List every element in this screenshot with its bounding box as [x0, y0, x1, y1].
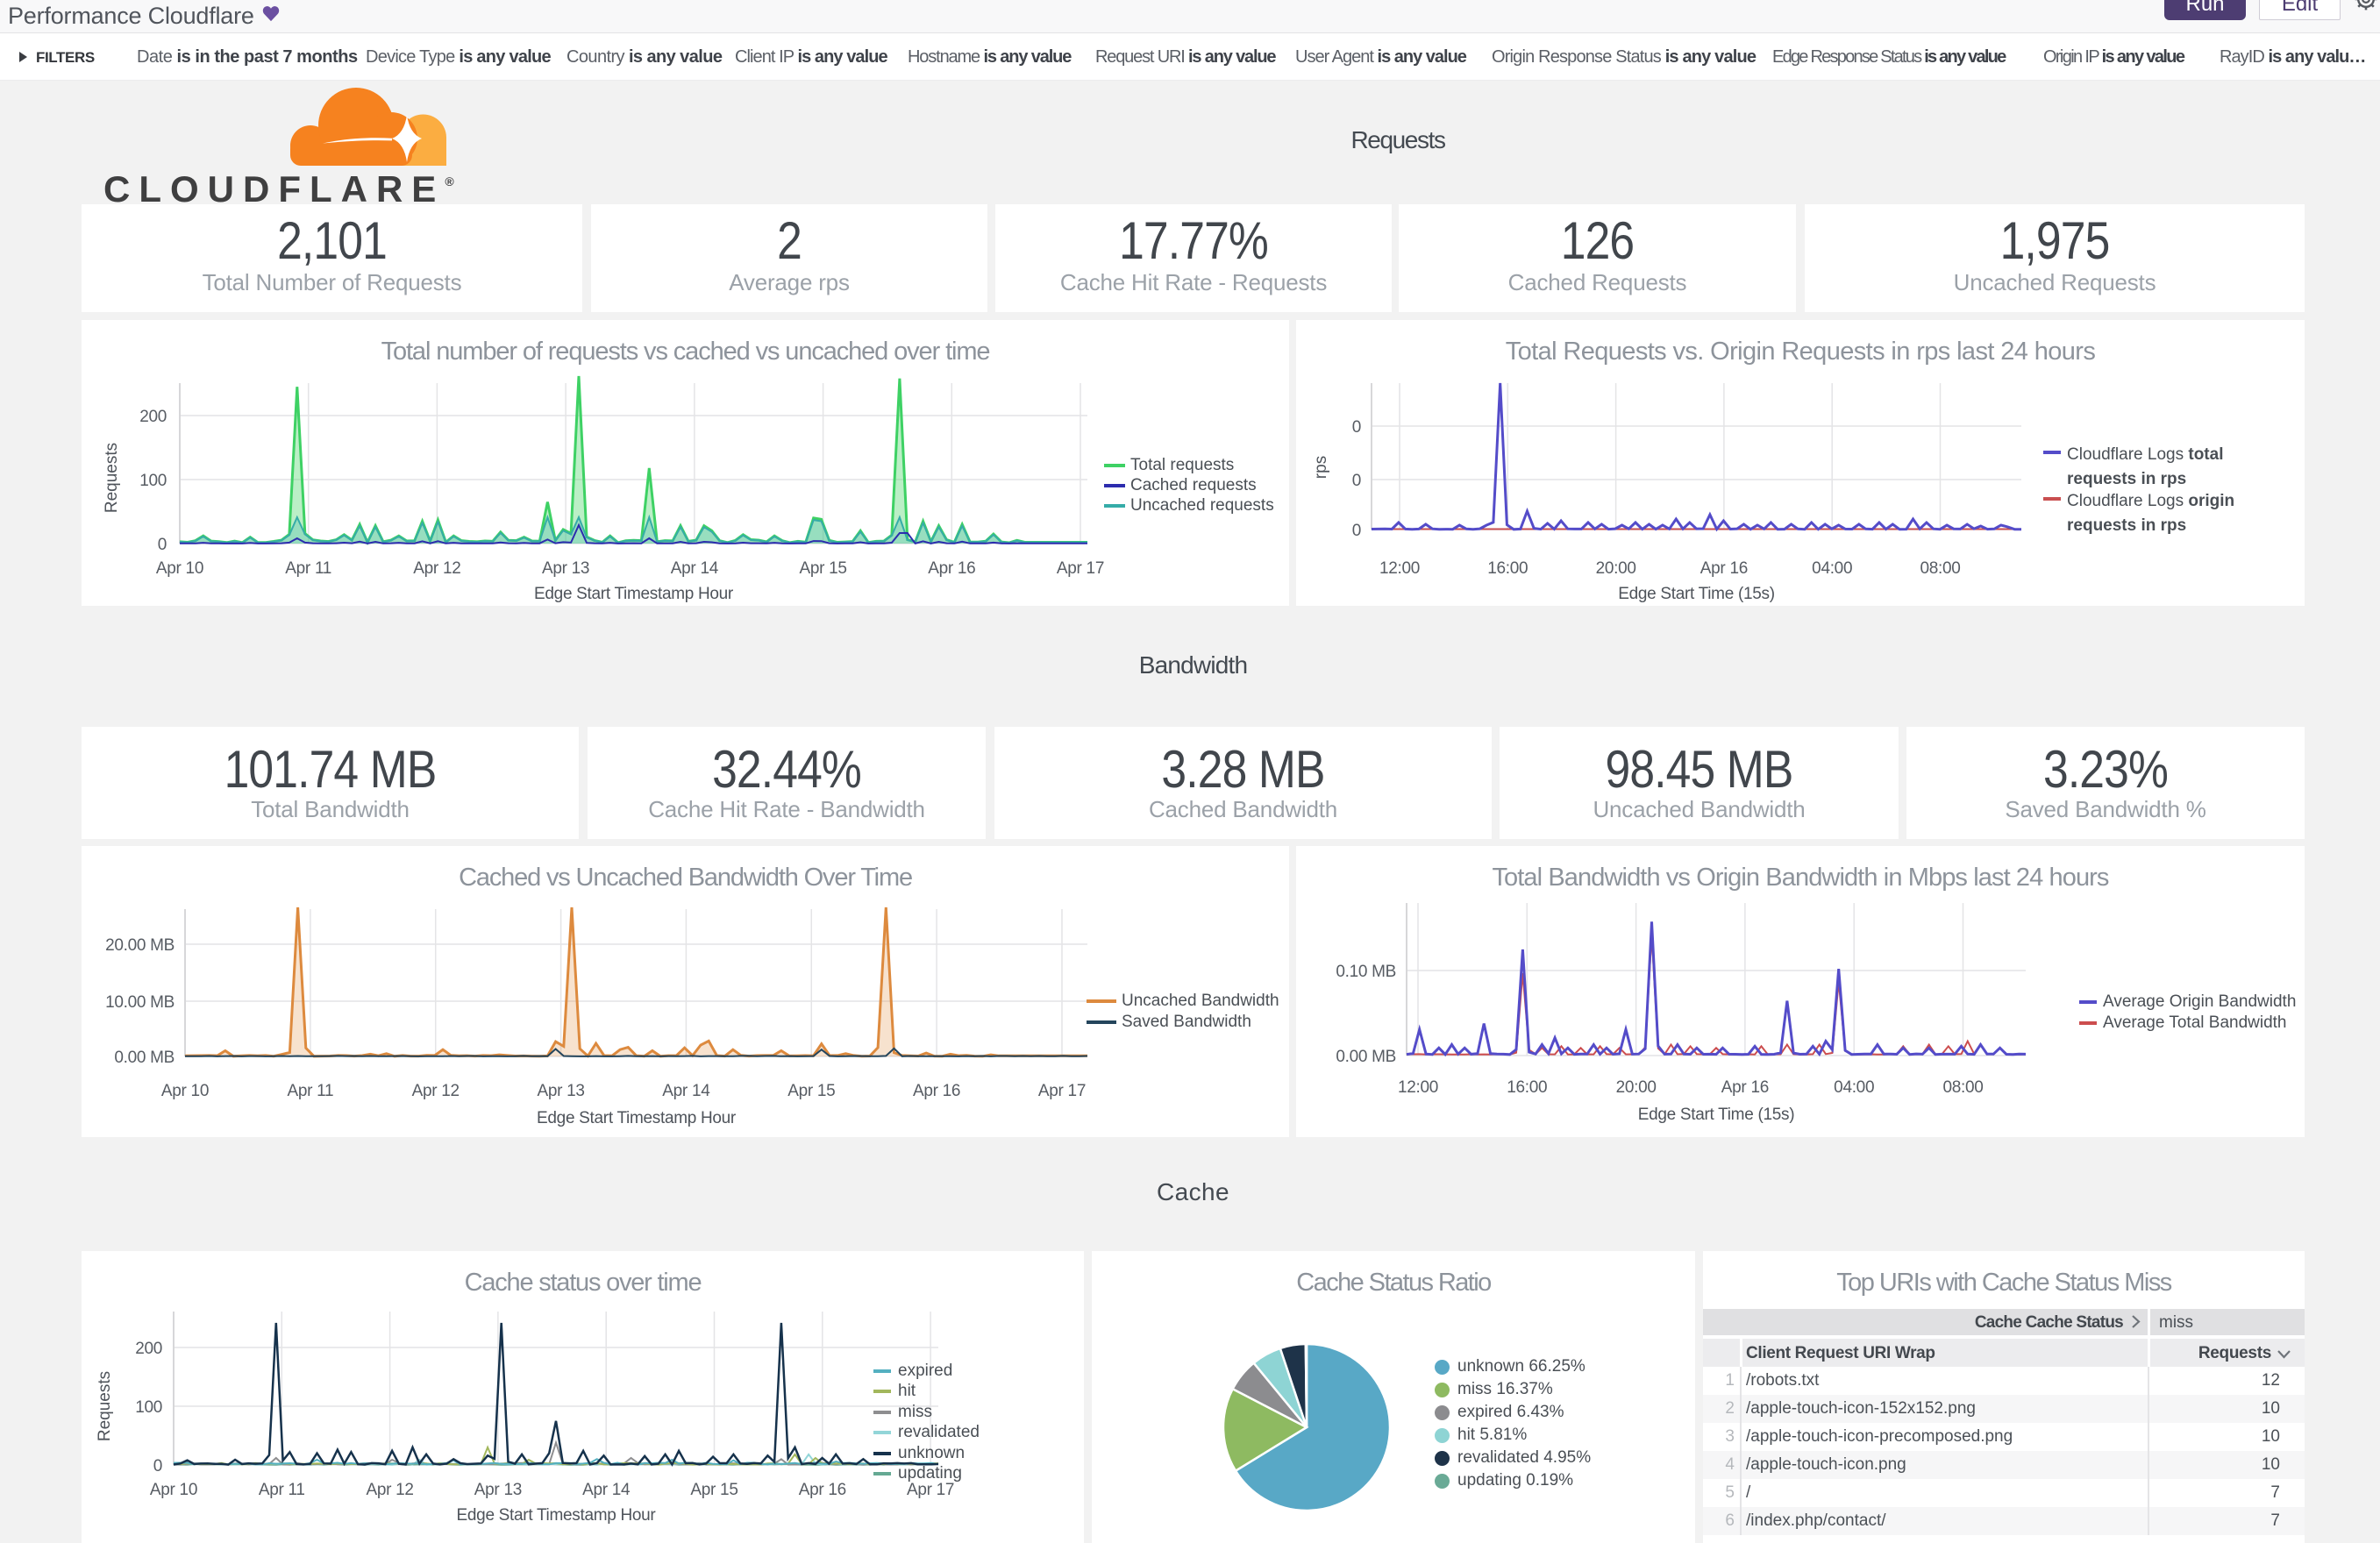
svg-text:Apr 14: Apr 14	[662, 1082, 710, 1100]
svg-text:200: 200	[139, 408, 167, 426]
svg-text:Requests: Requests	[96, 1371, 114, 1441]
svg-text:Apr 10: Apr 10	[156, 559, 203, 578]
svg-text:Apr 10: Apr 10	[161, 1082, 209, 1100]
svg-text:0: 0	[1352, 418, 1361, 437]
svg-text:12:00: 12:00	[1398, 1078, 1438, 1097]
svg-text:Apr 11: Apr 11	[288, 1082, 334, 1100]
svg-text:12:00: 12:00	[1379, 559, 1420, 578]
svg-text:Apr 16: Apr 16	[1721, 1078, 1769, 1097]
svg-text:Apr 17: Apr 17	[907, 1481, 954, 1499]
svg-text:Apr 17: Apr 17	[1057, 559, 1104, 578]
svg-text:Apr 11: Apr 11	[285, 559, 331, 578]
svg-text:Apr 16: Apr 16	[799, 1481, 846, 1499]
svg-text:Edge Start Time (15s): Edge Start Time (15s)	[1618, 585, 1775, 603]
svg-text:Apr 13: Apr 13	[542, 559, 589, 578]
svg-text:Apr 12: Apr 12	[413, 559, 460, 578]
svg-text:0.00 MB: 0.00 MB	[114, 1049, 175, 1067]
svg-text:Apr 10: Apr 10	[150, 1481, 197, 1499]
svg-text:Apr 15: Apr 15	[690, 1481, 738, 1499]
svg-text:Edge Start Timestamp Hour: Edge Start Timestamp Hour	[457, 1506, 657, 1525]
svg-text:Apr 14: Apr 14	[582, 1481, 631, 1499]
svg-text:Apr 11: Apr 11	[259, 1481, 305, 1499]
svg-text:Apr 13: Apr 13	[474, 1481, 522, 1499]
svg-text:04:00: 04:00	[1812, 559, 1852, 578]
svg-text:Edge Start Timestamp Hour: Edge Start Timestamp Hour	[537, 1109, 737, 1127]
svg-text:Apr 13: Apr 13	[538, 1082, 585, 1100]
svg-text:Edge Start Time (15s): Edge Start Time (15s)	[1638, 1106, 1795, 1124]
svg-text:0.00 MB: 0.00 MB	[1336, 1048, 1396, 1066]
svg-text:Apr 12: Apr 12	[367, 1481, 414, 1499]
svg-text:Apr 16: Apr 16	[928, 559, 975, 578]
svg-text:Edge Start Timestamp Hour: Edge Start Timestamp Hour	[534, 585, 734, 603]
svg-text:Apr 15: Apr 15	[787, 1082, 835, 1100]
svg-text:04:00: 04:00	[1834, 1078, 1874, 1097]
svg-text:20:00: 20:00	[1596, 559, 1636, 578]
svg-text:08:00: 08:00	[1942, 1078, 1983, 1097]
svg-text:Apr 15: Apr 15	[800, 559, 847, 578]
svg-text:20.00 MB: 20.00 MB	[105, 936, 175, 955]
svg-text:0: 0	[1352, 522, 1361, 540]
svg-text:0: 0	[1352, 472, 1361, 490]
svg-text:Apr 12: Apr 12	[412, 1082, 460, 1100]
svg-text:0: 0	[153, 1457, 162, 1475]
svg-text:Apr 14: Apr 14	[671, 559, 719, 578]
svg-text:Requests: Requests	[103, 443, 121, 513]
svg-text:0.10 MB: 0.10 MB	[1336, 963, 1396, 981]
svg-text:20:00: 20:00	[1616, 1078, 1657, 1097]
svg-text:10.00 MB: 10.00 MB	[105, 993, 175, 1012]
svg-text:Apr 16: Apr 16	[1700, 559, 1748, 578]
svg-text:0: 0	[158, 536, 167, 554]
svg-text:100: 100	[139, 472, 167, 490]
svg-text:100: 100	[135, 1398, 162, 1417]
svg-text:16:00: 16:00	[1507, 1078, 1547, 1097]
svg-text:16:00: 16:00	[1487, 559, 1528, 578]
svg-text:200: 200	[135, 1340, 162, 1358]
svg-text:08:00: 08:00	[1920, 559, 1960, 578]
svg-text:Apr 17: Apr 17	[1038, 1082, 1086, 1100]
svg-text:Apr 16: Apr 16	[913, 1082, 960, 1100]
svg-text:rps: rps	[1312, 456, 1330, 479]
